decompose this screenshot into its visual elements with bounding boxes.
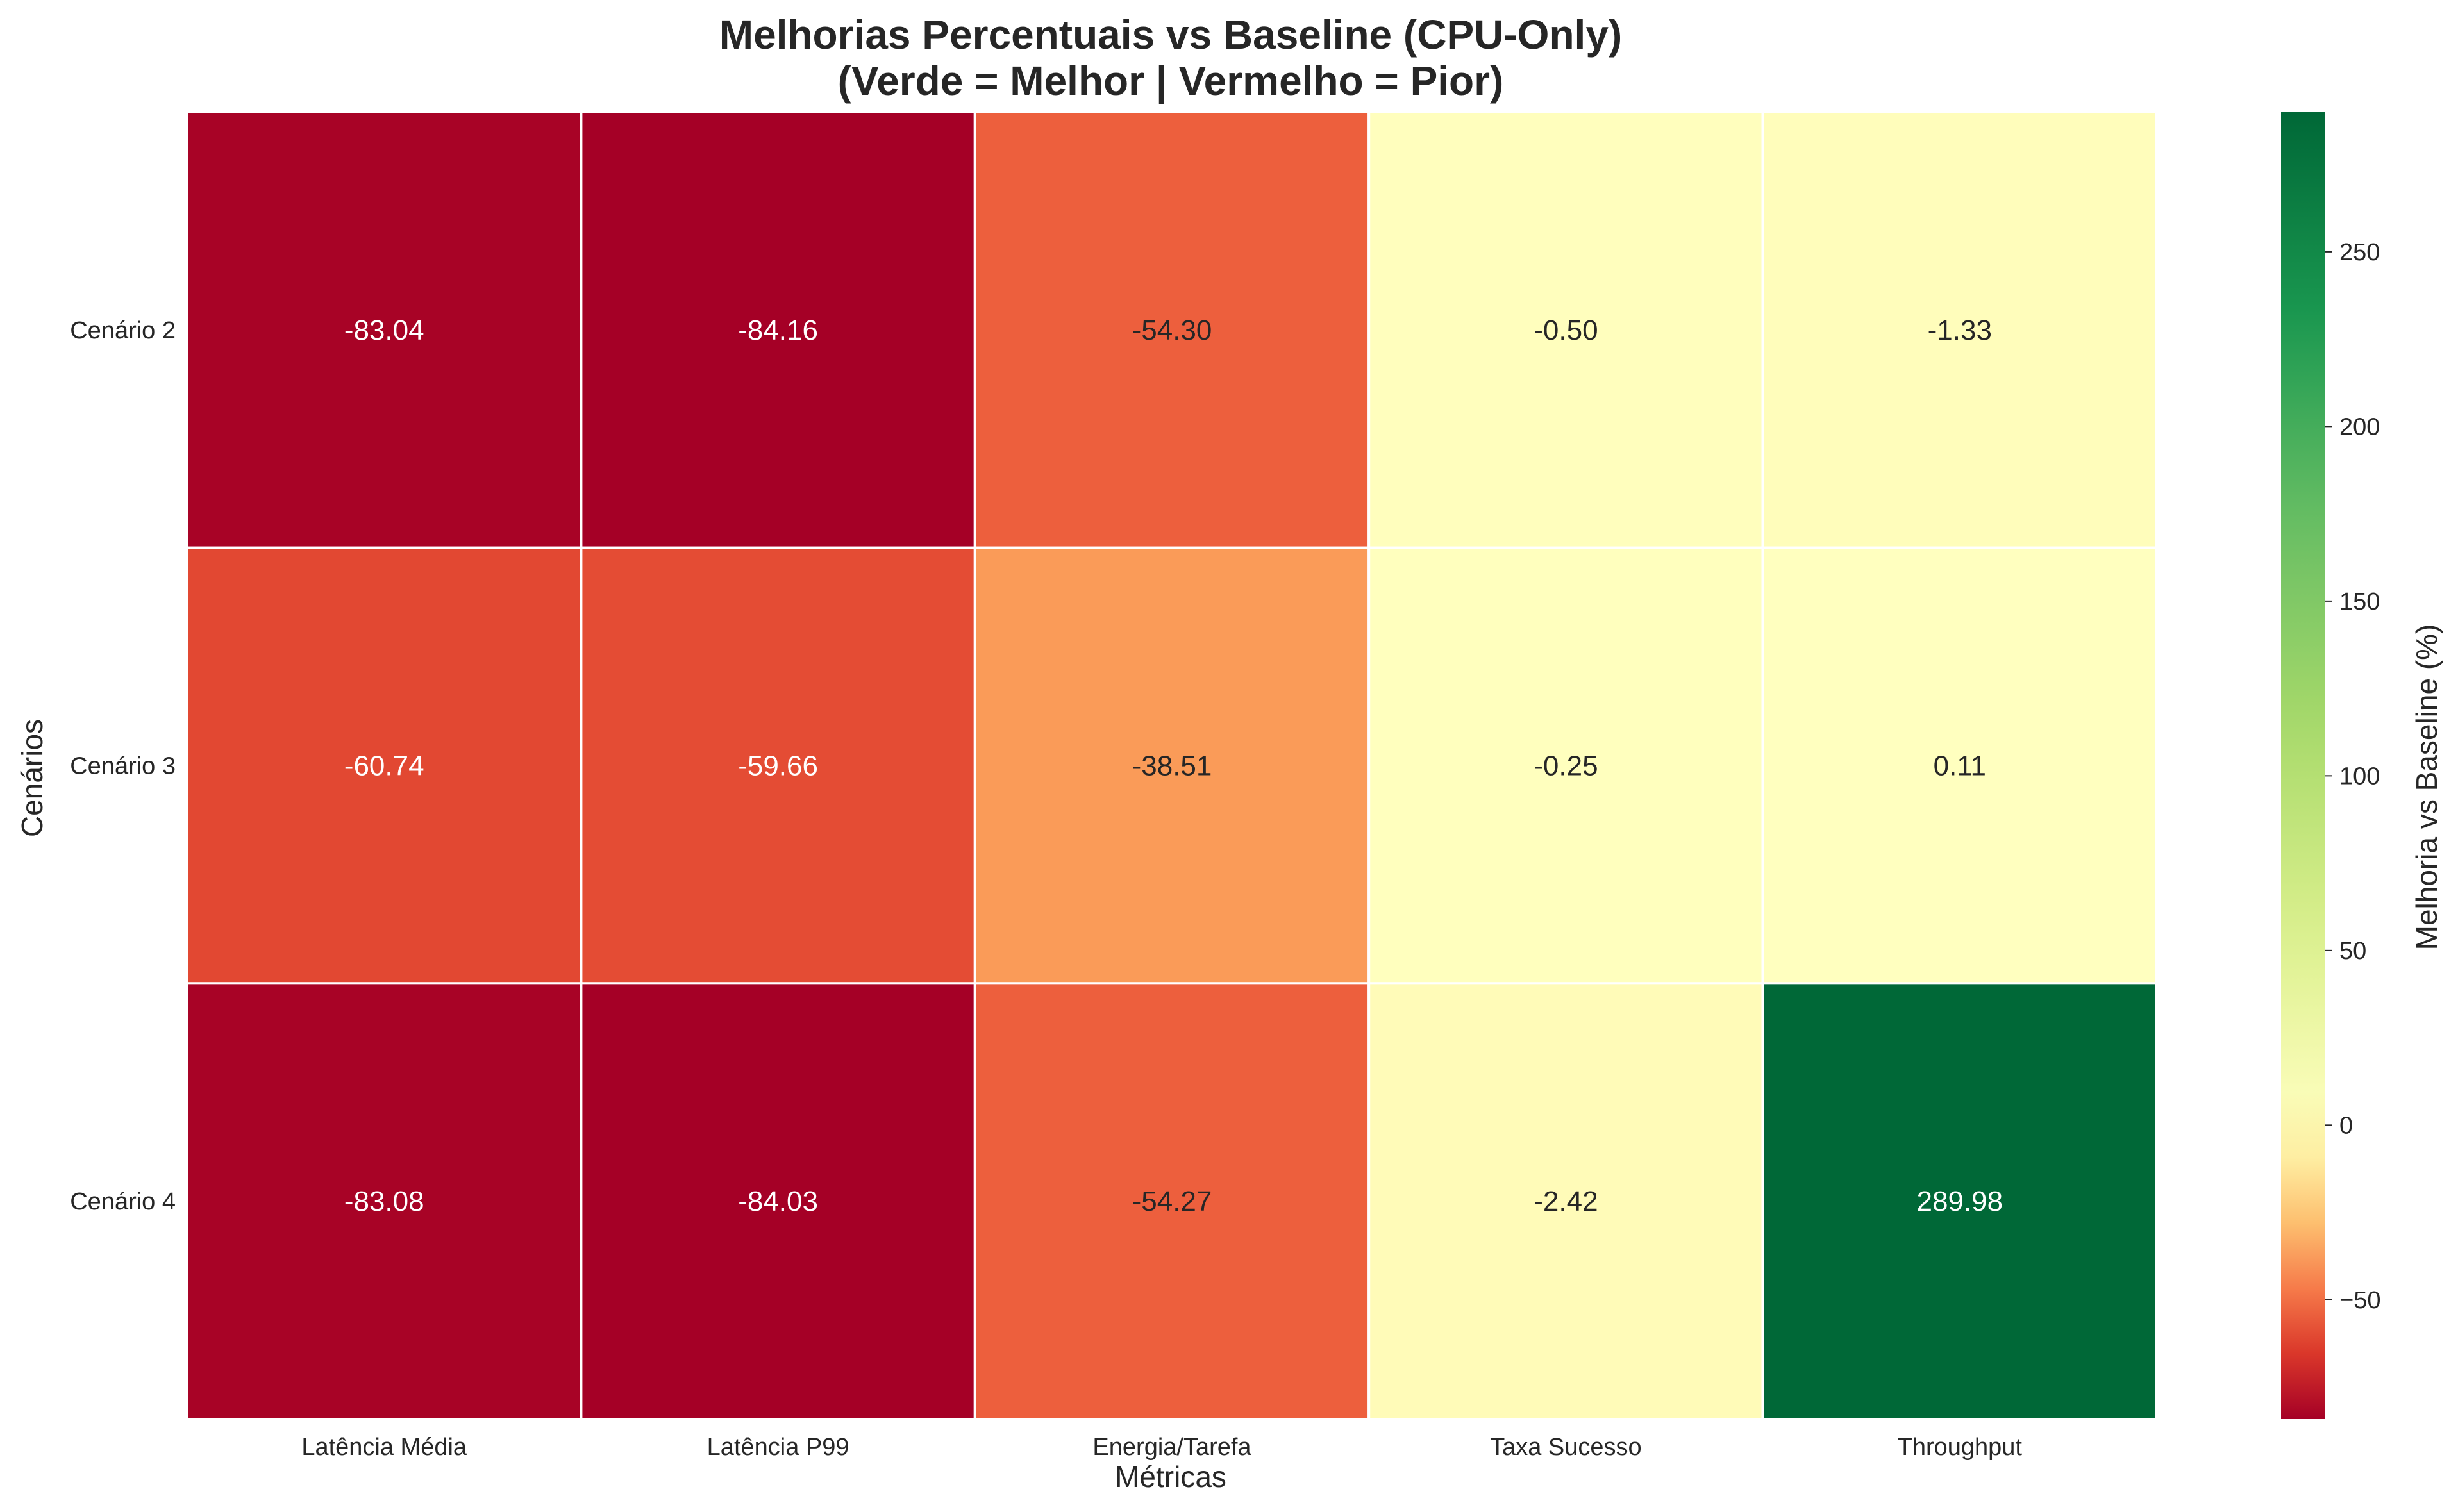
cell-value-label: -0.25 [1534,751,1598,782]
cell-value-label: -38.51 [1132,751,1212,782]
colorbar-tick-label: 150 [2339,588,2380,615]
cell-value-label: -83.08 [344,1186,424,1217]
cell-value-label: -0.50 [1534,315,1598,346]
heatmap-cell [973,982,1371,1421]
y-tick-label: Cenário 3 [70,753,176,780]
heatmap-cell [580,111,976,549]
heatmap-cell [1367,982,1764,1421]
colorbar-tick-label: 100 [2339,763,2380,790]
x-tick-label: Throughput [1898,1434,2023,1461]
x-tick-label: Latência Média [301,1434,467,1461]
heatmap-cell [1761,546,2159,985]
x-tick-labels: Latência Média Latência P99 Energia/Tarefa… [301,1434,2022,1461]
chart-subtitle: (Verde = Melhor | Vermelho = Pior) [838,58,1504,104]
colorbar: −50 0 50 100 150 200 250 Melhoria vs Baseline … [2281,112,2443,1419]
x-tick-label: Latência P99 [707,1434,849,1461]
cell-value-label: 0.11 [1934,751,1986,782]
cell-value-label: -60.74 [344,751,424,782]
heatmap-cell [186,111,583,549]
heatmap-cell [1761,982,2159,1421]
cell-value-label: -54.30 [1132,315,1212,346]
colorbar-tick-label: 200 [2339,413,2380,440]
cell-value-label: -59.66 [738,751,818,782]
cell-value-label: -2.42 [1534,1186,1598,1217]
heatmap-cell [580,546,976,985]
heatmap-cell [973,546,1371,985]
cell-value-label: -1.33 [1928,315,1992,346]
heatmap-cell [580,982,976,1421]
heatmap-cells: -83.04 -84.16 -54.30 -0.50 -1.33 -60.74 -59.66… [186,111,2159,1421]
cell-value-label: -84.03 [738,1186,818,1217]
x-axis-label: Métricas [1115,1460,1226,1493]
heatmap-cell [973,111,1371,549]
heatmap-cell [1761,111,2159,549]
cell-value-label: -54.27 [1132,1186,1212,1217]
y-tick-labels: Cenário 2 Cenário 3 Cenário 4 [70,317,176,1215]
y-tick-label: Cenário 2 [70,317,176,344]
colorbar-tick-label: −50 [2339,1287,2380,1314]
colorbar-tick-label: 0 [2339,1112,2353,1139]
heatmap-cell [1367,111,1764,549]
colorbar-tick-label: 50 [2339,938,2366,965]
cell-value-label: -84.16 [738,315,818,346]
cell-value-label: -83.04 [344,315,424,346]
y-axis-label: Cenários [15,719,49,837]
colorbar-tick-label: 250 [2339,239,2380,266]
heatmap-cell [186,546,583,985]
y-tick-label: Cenário 4 [70,1188,176,1215]
chart-title: Melhorias Percentuais vs Baseline (CPU-O… [719,12,1622,58]
cell-value-label: 289.98 [1917,1186,2003,1217]
x-tick-label: Taxa Sucesso [1490,1434,1642,1461]
x-tick-label: Energia/Tarefa [1092,1434,1251,1461]
colorbar-gradient [2281,112,2325,1419]
colorbar-label: Melhoria vs Baseline (%) [2410,624,2443,951]
colorbar-ticks: −50 0 50 100 150 200 250 [2325,239,2380,1314]
